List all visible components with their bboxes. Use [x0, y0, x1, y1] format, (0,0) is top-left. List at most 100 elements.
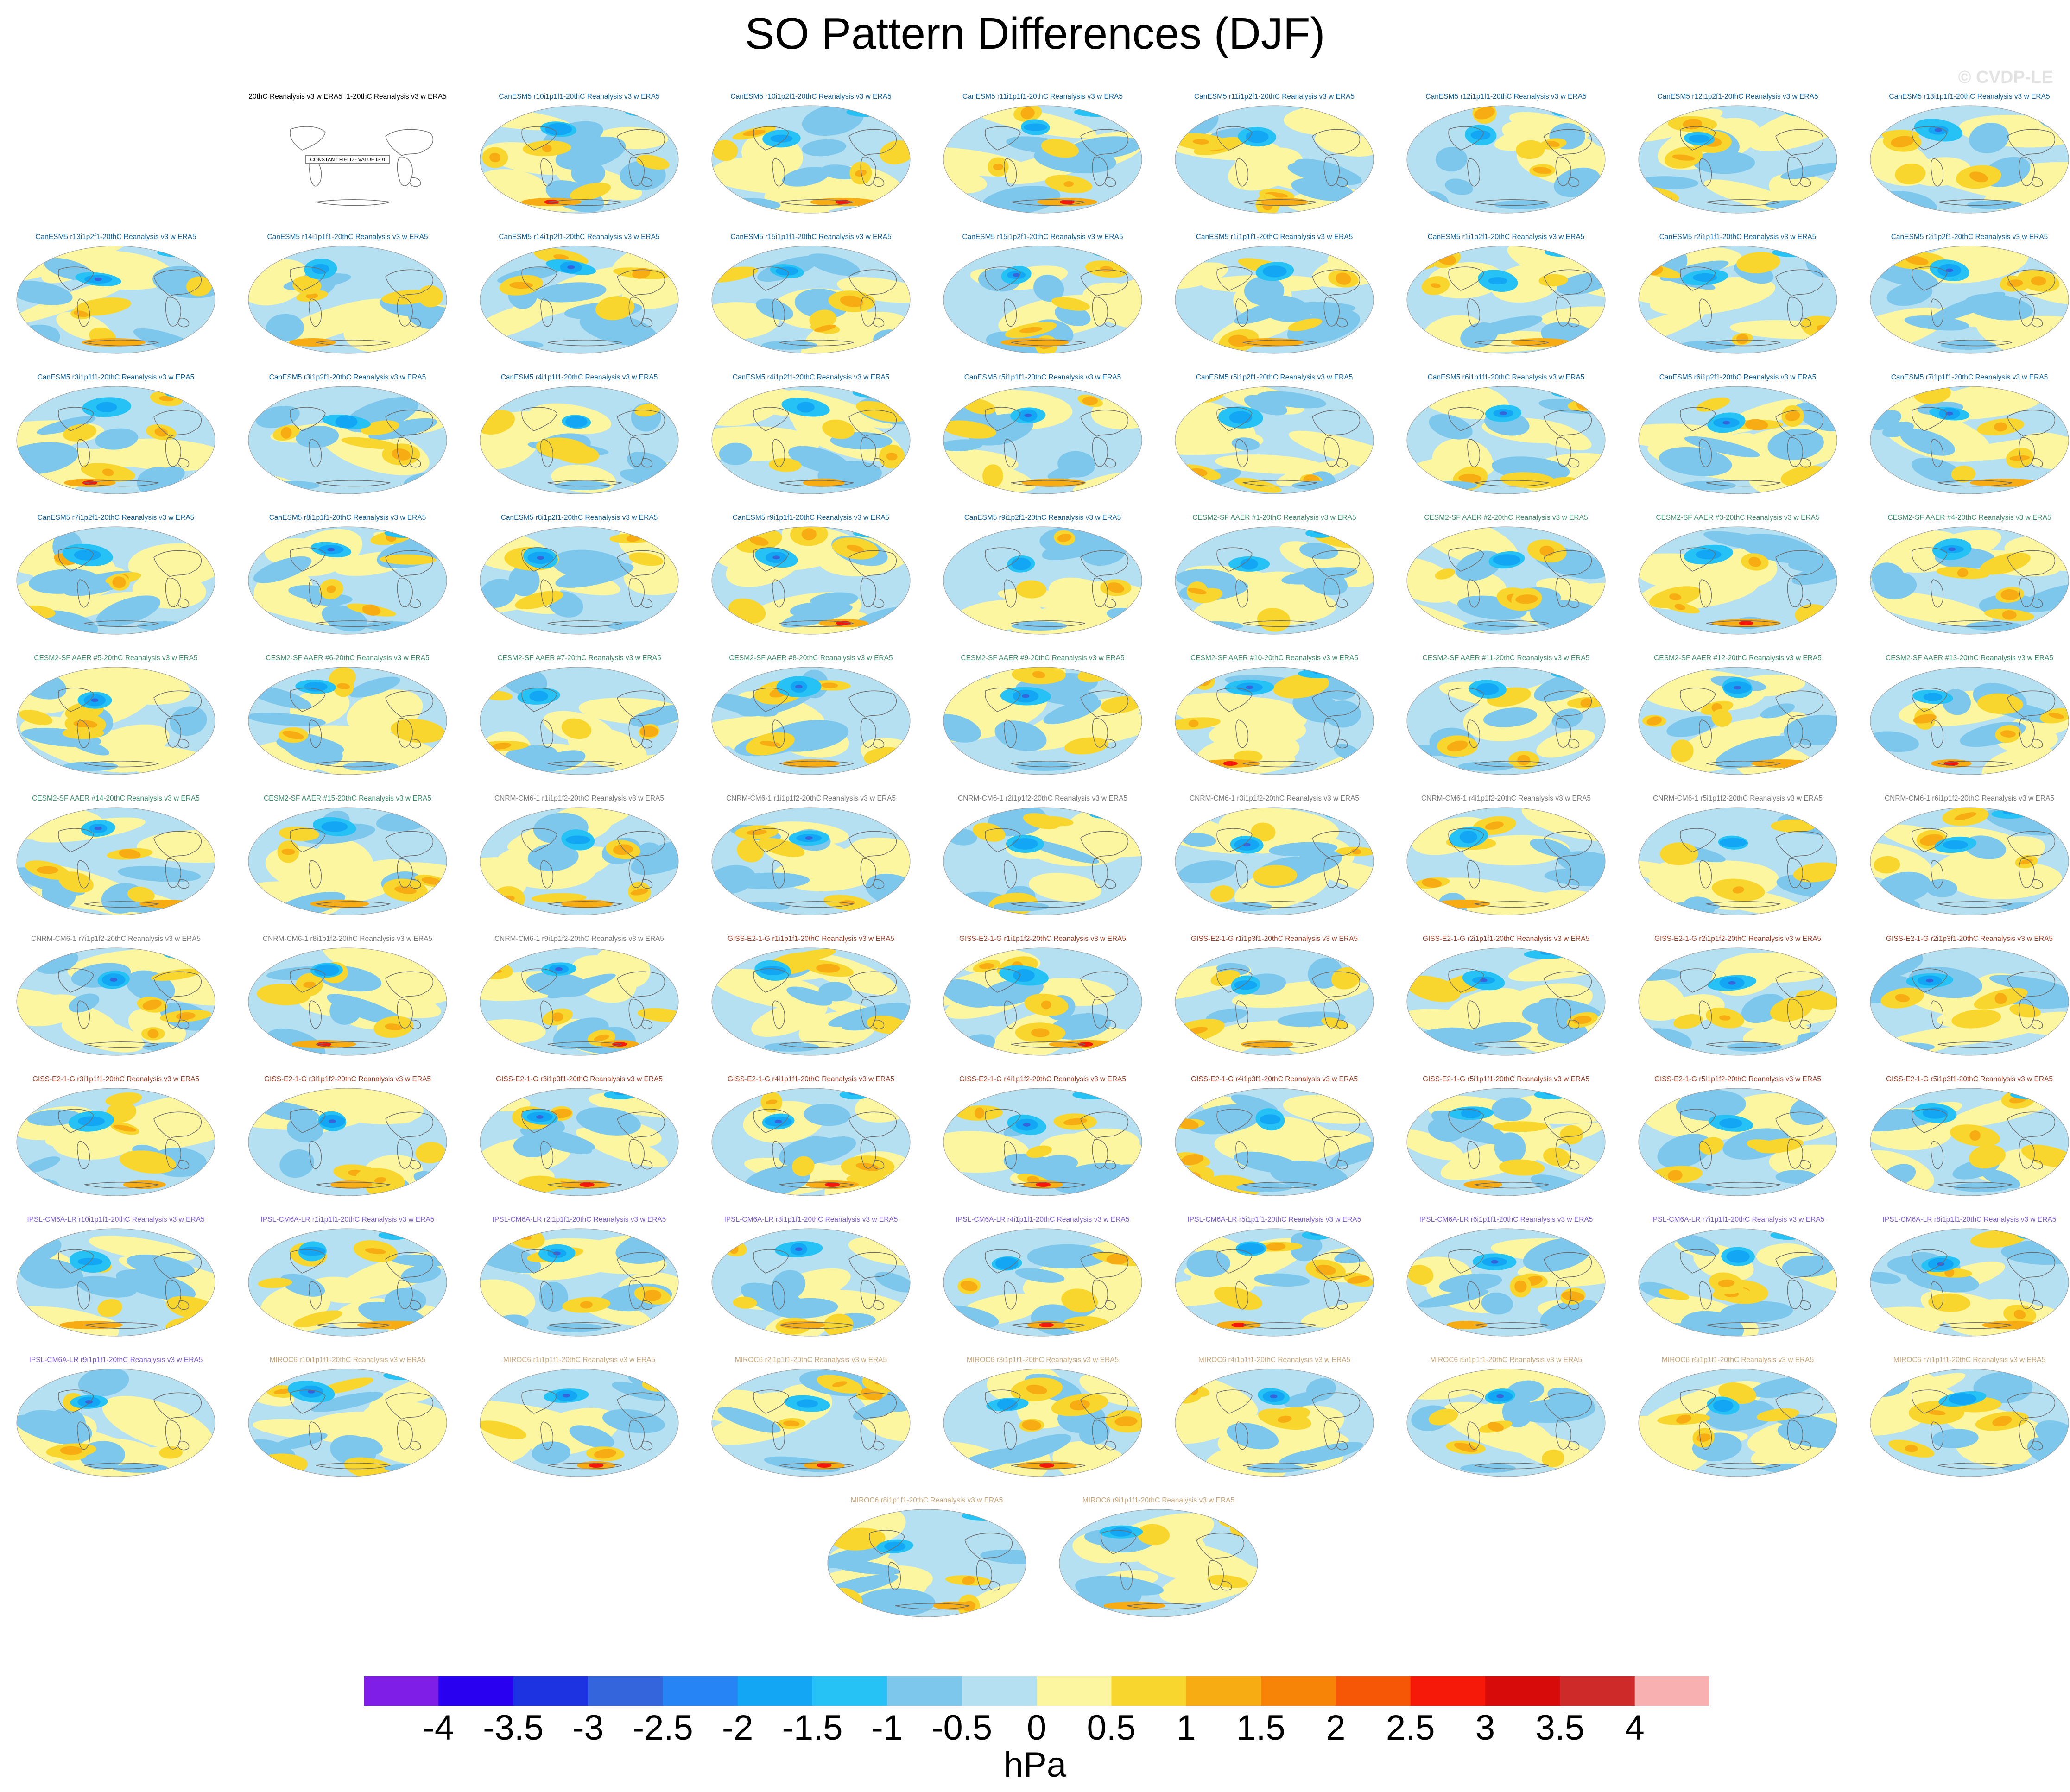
- map-panel: CNRM-CM6-1 r2i1p1f2-20thC Reanalysis v3 …: [927, 795, 1158, 934]
- map-panel-map: [16, 807, 215, 915]
- map-panel-label: GISS-E2-1-G r1i1p1f2-20thC Reanalysis v3…: [959, 935, 1127, 943]
- colorbar-units: hPa: [1003, 1745, 1067, 1785]
- colorbar-swatch: [962, 1676, 1037, 1706]
- map-panel-map: [1175, 1369, 1374, 1477]
- map-panel-label: CanESM5 r5i1p1f1-20thC Reanalysis v3 w E…: [964, 373, 1121, 381]
- map-panel: MIROC6 r1i1p1f1-20thC Reanalysis v3 w ER…: [463, 1356, 695, 1495]
- map-panel-map: [711, 526, 911, 635]
- map-panel-label: MIROC6 r8i1p1f1-20thC Reanalysis v3 w ER…: [850, 1496, 1003, 1504]
- map-panel: CanESM5 r15i1p1f1-20thC Reanalysis v3 w …: [695, 233, 927, 372]
- map-panel: IPSL-CM6A-LR r5i1p1f1-20thC Reanalysis v…: [1158, 1216, 1390, 1355]
- map-panel-label: GISS-E2-1-G r2i1p3f1-20thC Reanalysis v3…: [1886, 935, 2053, 943]
- map-panel: 20thC Reanalysis v3 w ERA5_1-20thC Reana…: [232, 93, 463, 232]
- map-panel-label: CESM2-SF AAER #2-20thC Reanalysis v3 w E…: [1424, 514, 1588, 522]
- map-panel-label: GISS-E2-1-G r5i1p1f2-20thC Reanalysis v3…: [1654, 1075, 1822, 1083]
- map-panel: CanESM5 r12i1p1f1-20thC Reanalysis v3 w …: [1390, 93, 1622, 232]
- map-panel-map: [1406, 667, 1606, 775]
- map-panel: CanESM5 r11i1p2f1-20thC Reanalysis v3 w …: [1158, 93, 1390, 232]
- map-panel-label: CanESM5 r5i1p2f1-20thC Reanalysis v3 w E…: [1196, 373, 1353, 381]
- map-panel: CanESM5 r14i1p1f1-20thC Reanalysis v3 w …: [232, 233, 463, 372]
- map-panel-map: [1638, 1088, 1837, 1196]
- map-panel: GISS-E2-1-G r5i1p1f1-20thC Reanalysis v3…: [1390, 1075, 1622, 1214]
- map-panel-label: GISS-E2-1-G r1i1p1f1-20thC Reanalysis v3…: [727, 935, 895, 943]
- map-panel-map: [943, 1088, 1142, 1196]
- map-panel-map: [1175, 105, 1374, 214]
- map-panel-label: GISS-E2-1-G r4i1p3f1-20thC Reanalysis v3…: [1190, 1075, 1358, 1083]
- map-panel: CESM2-SF AAER #8-20thC Reanalysis v3 w E…: [695, 654, 927, 793]
- map-panel-label: CNRM-CM6-1 r7i1p1f2-20thC Reanalysis v3 …: [31, 935, 201, 943]
- colorbar-swatch: [1336, 1676, 1411, 1706]
- map-panel: CNRM-CM6-1 r3i1p1f2-20thC Reanalysis v3 …: [1158, 795, 1390, 934]
- map-panel-label: GISS-E2-1-G r2i1p1f2-20thC Reanalysis v3…: [1654, 935, 1822, 943]
- map-panel-map: [1175, 807, 1374, 915]
- map-panel-label: CanESM5 r3i1p1f1-20thC Reanalysis v3 w E…: [37, 373, 195, 381]
- map-panel: MIROC6 r6i1p1f1-20thC Reanalysis v3 w ER…: [1622, 1356, 1854, 1495]
- map-panel: CanESM5 r11i1p1f1-20thC Reanalysis v3 w …: [927, 93, 1158, 232]
- colorbar-tick-label: -3: [572, 1708, 604, 1748]
- map-panel-map: [1870, 1088, 2069, 1196]
- map-panel: CanESM5 r6i1p2f1-20thC Reanalysis v3 w E…: [1622, 373, 1854, 512]
- map-panel: MIROC6 r7i1p1f1-20thC Reanalysis v3 w ER…: [1854, 1356, 2070, 1495]
- map-panel: GISS-E2-1-G r3i1p1f2-20thC Reanalysis v3…: [232, 1075, 463, 1214]
- map-panel-map: [1175, 947, 1374, 1056]
- map-panel-map: [711, 246, 911, 354]
- map-panel-map: [248, 386, 447, 494]
- map-panel: CESM2-SF AAER #1-20thC Reanalysis v3 w E…: [1158, 514, 1390, 653]
- map-panel-label: MIROC6 r1i1p1f1-20thC Reanalysis v3 w ER…: [503, 1356, 656, 1364]
- map-panel-label: CanESM5 r11i1p1f1-20thC Reanalysis v3 w …: [962, 93, 1123, 101]
- colorbar-swatch: [1037, 1676, 1112, 1706]
- map-panel-label: CNRM-CM6-1 r3i1p1f2-20thC Reanalysis v3 …: [1189, 795, 1360, 802]
- map-panel-map: [943, 386, 1142, 494]
- map-panel: CanESM5 r10i1p2f1-20thC Reanalysis v3 w …: [695, 93, 927, 232]
- map-panel-map: [1175, 526, 1374, 635]
- colorbar-tick-label: 1.5: [1236, 1708, 1285, 1748]
- map-panel-label: CanESM5 r10i1p2f1-20thC Reanalysis v3 w …: [730, 93, 892, 101]
- map-panel-label: CESM2-SF AAER #14-20thC Reanalysis v3 w …: [32, 795, 200, 802]
- map-panel-map: [1406, 386, 1606, 494]
- map-panel-map: [480, 1228, 679, 1337]
- map-panel-map: [480, 947, 679, 1056]
- map-panel: CanESM5 r6i1p1f1-20thC Reanalysis v3 w E…: [1390, 373, 1622, 512]
- map-panel-map: [1638, 667, 1837, 775]
- map-panel-map: [1870, 386, 2069, 494]
- map-panel-label: CanESM5 r15i1p1f1-20thC Reanalysis v3 w …: [730, 233, 892, 241]
- map-panel-map: [1638, 807, 1837, 915]
- map-panel-label: MIROC6 r7i1p1f1-20thC Reanalysis v3 w ER…: [1893, 1356, 2046, 1364]
- map-panel-map: [1870, 246, 2069, 354]
- map-panel-label: CNRM-CM6-1 r5i1p1f2-20thC Reanalysis v3 …: [1652, 795, 1823, 802]
- map-panel: MIROC6 r4i1p1f1-20thC Reanalysis v3 w ER…: [1158, 1356, 1390, 1495]
- colorbar-tick-label: 0: [1026, 1708, 1047, 1748]
- map-panel-label: CNRM-CM6-1 r6i1p1f2-20thC Reanalysis v3 …: [1884, 795, 2055, 802]
- map-panel-label: GISS-E2-1-G r2i1p1f1-20thC Reanalysis v3…: [1422, 935, 1590, 943]
- map-panel-label: IPSL-CM6A-LR r4i1p1f1-20thC Reanalysis v…: [956, 1216, 1130, 1224]
- map-panel-map: [480, 1088, 679, 1196]
- map-panel: IPSL-CM6A-LR r8i1p1f1-20thC Reanalysis v…: [1854, 1216, 2070, 1355]
- map-panel: CESM2-SF AAER #10-20thC Reanalysis v3 w …: [1158, 654, 1390, 793]
- map-panel-label: CanESM5 r4i1p1f1-20thC Reanalysis v3 w E…: [500, 373, 658, 381]
- map-panel: IPSL-CM6A-LR r2i1p1f1-20thC Reanalysis v…: [463, 1216, 695, 1355]
- map-panel: CESM2-SF AAER #14-20thC Reanalysis v3 w …: [0, 795, 232, 934]
- map-panel-label: MIROC6 r2i1p1f1-20thC Reanalysis v3 w ER…: [734, 1356, 887, 1364]
- map-panel-map: [480, 246, 679, 354]
- colorbar-tick-label: 0.5: [1087, 1708, 1136, 1748]
- map-panel-label: CNRM-CM6-1 r9i1p1f2-20thC Reanalysis v3 …: [494, 935, 665, 943]
- map-panel: CESM2-SF AAER #12-20thC Reanalysis v3 w …: [1622, 654, 1854, 793]
- map-panel-label: CNRM-CM6-1 r1i1p1f2-20thC Reanalysis v3 …: [726, 795, 896, 802]
- map-panel: CNRM-CM6-1 r4i1p1f2-20thC Reanalysis v3 …: [1390, 795, 1622, 934]
- map-panel-label: GISS-E2-1-G r1i1p3f1-20thC Reanalysis v3…: [1190, 935, 1358, 943]
- map-panel: CanESM5 r8i1p1f1-20thC Reanalysis v3 w E…: [232, 514, 463, 653]
- map-panel-map: [943, 947, 1142, 1056]
- map-panel: GISS-E2-1-G r5i1p1f2-20thC Reanalysis v3…: [1622, 1075, 1854, 1214]
- map-panel: GISS-E2-1-G r4i1p1f2-20thC Reanalysis v3…: [927, 1075, 1158, 1214]
- map-panel-label: GISS-E2-1-G r4i1p1f1-20thC Reanalysis v3…: [727, 1075, 895, 1083]
- colorbar-tick-label: -0.5: [931, 1708, 993, 1748]
- map-panel: CanESM5 r9i1p1f1-20thC Reanalysis v3 w E…: [695, 514, 927, 653]
- map-panel-label: IPSL-CM6A-LR r8i1p1f1-20thC Reanalysis v…: [1882, 1216, 2057, 1224]
- map-panel-map: [1175, 1088, 1374, 1196]
- watermark: © CVDP-LE: [1958, 68, 2053, 87]
- map-panel-map: [711, 1088, 911, 1196]
- map-panel-map: [480, 386, 679, 494]
- colorbar-tick-label: -3.5: [483, 1708, 544, 1748]
- map-panel: CNRM-CM6-1 r7i1p1f2-20thC Reanalysis v3 …: [0, 935, 232, 1074]
- map-panel: CanESM5 r2i1p1f1-20thC Reanalysis v3 w E…: [1622, 233, 1854, 372]
